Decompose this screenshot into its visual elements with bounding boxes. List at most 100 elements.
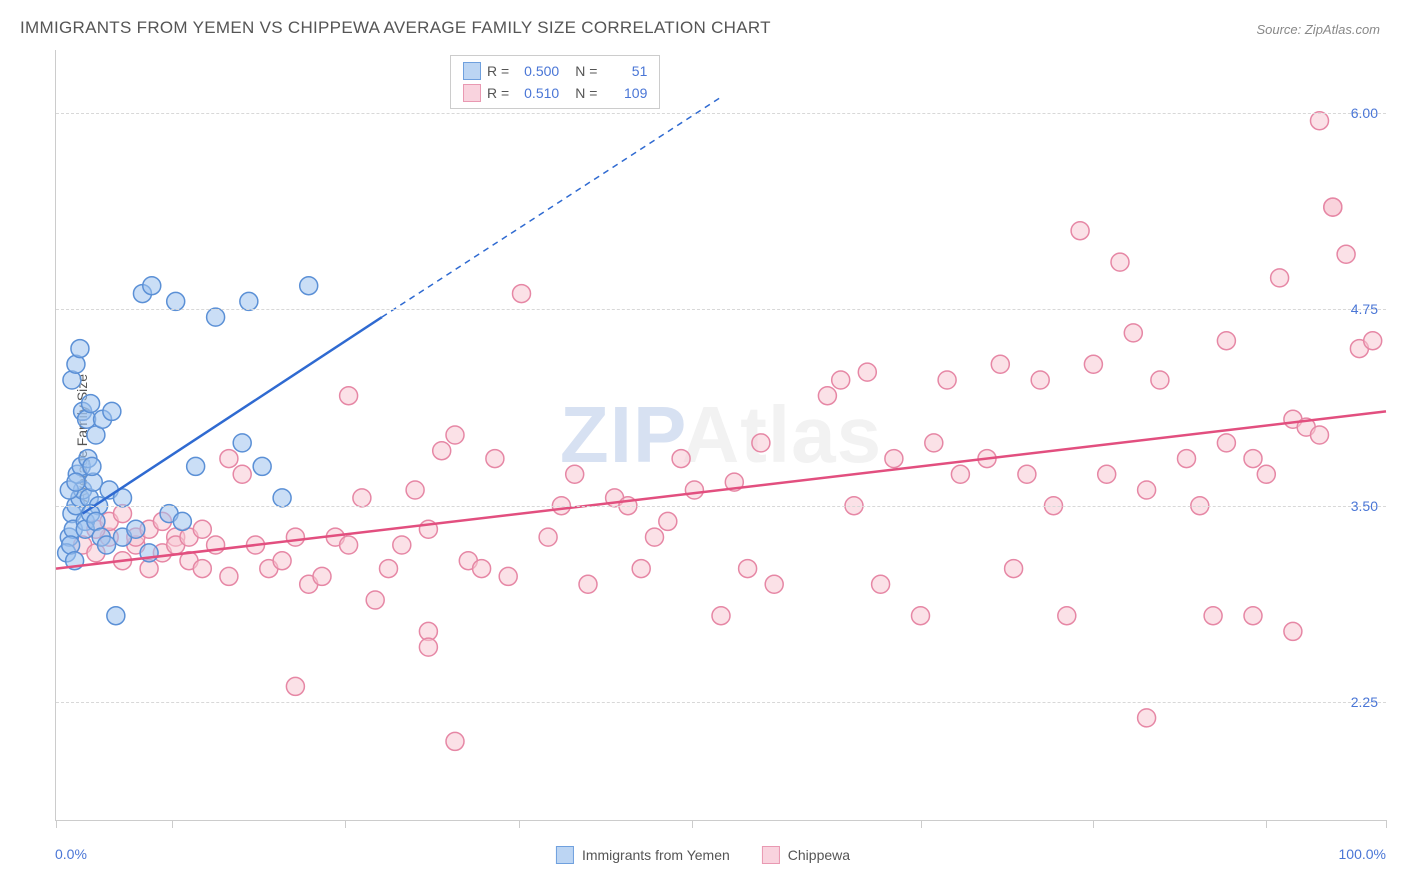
legend-row-series-0: R = 0.500 N = 51 [463, 60, 647, 82]
scatter-point [1311, 112, 1329, 130]
scatter-point [173, 512, 191, 530]
scatter-point [566, 465, 584, 483]
scatter-point [340, 387, 358, 405]
scatter-point [1005, 560, 1023, 578]
scatter-point [1257, 465, 1275, 483]
legend-row-series-1: R = 0.510 N = 109 [463, 82, 647, 104]
scatter-svg [56, 50, 1386, 820]
legend-label-1: Chippewa [788, 847, 850, 863]
y-tick-label: 3.50 [1351, 498, 1388, 514]
x-tick [921, 820, 922, 828]
chart-plot-area: ZIPAtlas 2.253.504.756.00 [55, 50, 1386, 821]
scatter-point [752, 434, 770, 452]
scatter-point [739, 560, 757, 578]
scatter-point [273, 489, 291, 507]
legend-r-label: R = [487, 85, 509, 101]
y-tick-label: 6.00 [1351, 105, 1388, 121]
gridline [56, 309, 1386, 310]
scatter-point [240, 292, 258, 310]
x-axis-label-min: 0.0% [55, 846, 87, 862]
scatter-point [1324, 198, 1342, 216]
scatter-point [1138, 481, 1156, 499]
legend-n-value-0: 51 [603, 63, 647, 79]
scatter-point [712, 607, 730, 625]
legend-n-value-1: 109 [603, 85, 647, 101]
scatter-point [1337, 245, 1355, 263]
scatter-point [366, 591, 384, 609]
scatter-point [1217, 434, 1235, 452]
legend-swatch-series-1 [762, 846, 780, 864]
scatter-point [1364, 332, 1382, 350]
trend-line [83, 317, 382, 513]
scatter-point [300, 277, 318, 295]
chart-title: IMMIGRANTS FROM YEMEN VS CHIPPEWA AVERAG… [20, 18, 771, 38]
scatter-point [1271, 269, 1289, 287]
trend-line [56, 411, 1386, 568]
x-tick [1386, 820, 1387, 828]
legend-swatch-0 [463, 62, 481, 80]
scatter-point [858, 363, 876, 381]
legend-item-1: Chippewa [762, 846, 850, 864]
scatter-point [83, 457, 101, 475]
legend-swatch-1 [463, 84, 481, 102]
scatter-point [1098, 465, 1116, 483]
scatter-point [220, 450, 238, 468]
scatter-point [233, 434, 251, 452]
scatter-point [925, 434, 943, 452]
scatter-point [832, 371, 850, 389]
x-tick [1093, 820, 1094, 828]
scatter-point [193, 520, 211, 538]
scatter-point [486, 450, 504, 468]
legend-n-label: N = [575, 85, 597, 101]
scatter-point [419, 638, 437, 656]
scatter-point [286, 528, 304, 546]
x-tick [519, 820, 520, 828]
scatter-point [1244, 607, 1262, 625]
scatter-point [313, 567, 331, 585]
scatter-point [991, 355, 1009, 373]
scatter-point [167, 292, 185, 310]
scatter-point [380, 560, 398, 578]
x-tick [692, 820, 693, 828]
scatter-point [499, 567, 517, 585]
series-legend: Immigrants from Yemen Chippewa [556, 846, 850, 864]
scatter-point [127, 520, 145, 538]
scatter-point [1178, 450, 1196, 468]
scatter-point [1031, 371, 1049, 389]
scatter-point [1311, 426, 1329, 444]
y-tick-label: 4.75 [1351, 301, 1388, 317]
x-axis-label-max: 100.0% [1339, 846, 1386, 862]
scatter-point [82, 395, 100, 413]
scatter-point [273, 552, 291, 570]
scatter-point [143, 277, 161, 295]
scatter-point [1151, 371, 1169, 389]
scatter-point [1284, 622, 1302, 640]
scatter-point [1111, 253, 1129, 271]
scatter-point [1018, 465, 1036, 483]
scatter-point [1124, 324, 1142, 342]
scatter-point [71, 340, 89, 358]
trend-line-extrapolated [382, 97, 721, 317]
scatter-point [353, 489, 371, 507]
x-tick [345, 820, 346, 828]
y-tick-label: 2.25 [1351, 694, 1388, 710]
scatter-point [646, 528, 664, 546]
scatter-point [1071, 222, 1089, 240]
correlation-legend: R = 0.500 N = 51 R = 0.510 N = 109 [450, 55, 660, 109]
scatter-point [193, 560, 211, 578]
scatter-point [207, 308, 225, 326]
scatter-point [1204, 607, 1222, 625]
scatter-point [818, 387, 836, 405]
scatter-point [98, 536, 116, 554]
legend-swatch-series-0 [556, 846, 574, 864]
scatter-point [286, 677, 304, 695]
scatter-point [1058, 607, 1076, 625]
scatter-point [659, 512, 677, 530]
scatter-point [340, 536, 358, 554]
scatter-point [473, 560, 491, 578]
scatter-point [885, 450, 903, 468]
source-label: Source: ZipAtlas.com [1256, 22, 1380, 37]
scatter-point [67, 473, 85, 491]
scatter-point [1217, 332, 1235, 350]
legend-r-label: R = [487, 63, 509, 79]
